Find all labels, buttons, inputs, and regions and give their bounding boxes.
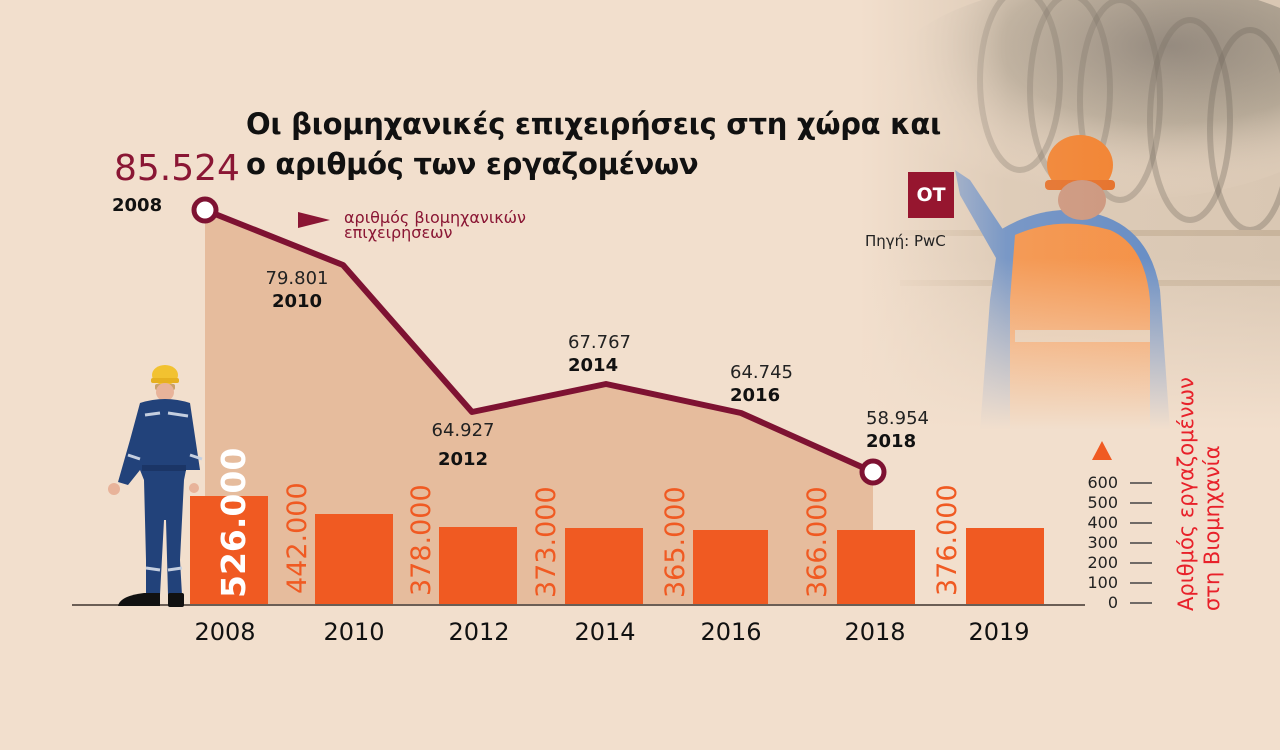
legend-label-line-2: επιχειρησεων <box>344 223 453 242</box>
point-label-2012: 64.927 2012 <box>418 420 508 472</box>
bars <box>190 496 1044 605</box>
axis-tick-400: 400 <box>1087 513 1118 532</box>
point-value: 64.927 <box>431 420 495 441</box>
point-year: 2008 <box>112 195 163 216</box>
title-line-1: Οι βιομηχανικές επιχειρήσεις στη χώρα κα… <box>246 107 942 141</box>
point-value: 64.745 <box>730 362 793 383</box>
ot-logo: OT <box>908 172 954 218</box>
bar-2014 <box>565 528 643 605</box>
point-label-2010: 79.801 2010 <box>252 268 342 314</box>
point-label-2018: 58.954 2018 <box>866 408 956 454</box>
axis-tick-300: 300 <box>1087 533 1118 552</box>
title-line-2: ο αριθμός των εργαζομένων <box>246 147 699 181</box>
axis-tick-0: 0 <box>1107 593 1118 612</box>
bar-2012 <box>439 527 517 605</box>
bar-label-2014: 373.000 <box>531 486 562 598</box>
legend: αριθμός βιομηχανικών επιχειρησεων <box>298 208 526 242</box>
bar-label-2010: 442.000 <box>282 482 313 594</box>
point-year: 2014 <box>568 355 619 376</box>
worker-photo <box>860 0 1280 430</box>
axis-tick-600: 600 <box>1087 473 1118 492</box>
legend-label: αριθμός βιομηχανικών επιχειρησεων <box>344 208 526 242</box>
worker-illustration <box>108 365 203 607</box>
bar-label-2018: 366.000 <box>802 486 833 598</box>
axis-tick-marks <box>1130 482 1152 604</box>
bar-label-2012: 378.000 <box>406 484 437 596</box>
marker-end-2018 <box>859 458 887 486</box>
legend-label-line-1: αριθμός βιομηχανικών <box>344 208 526 227</box>
x-label-2019: 2019 <box>968 618 1030 646</box>
x-label-2012: 2012 <box>448 618 510 646</box>
bar-2018 <box>837 530 915 605</box>
point-label-2014: 67.767 2014 <box>568 332 658 378</box>
chart-title: Οι βιομηχανικές επιχειρήσεις στη χώρα κα… <box>246 104 941 184</box>
right-axis: 600 500 400 300 200 100 0 <box>1070 473 1118 613</box>
point-label-2008: 2008 <box>112 194 162 218</box>
x-label-2010: 2010 <box>323 618 385 646</box>
x-label-2016: 2016 <box>700 618 762 646</box>
line-area-fill <box>205 210 873 605</box>
marker-start-2008 <box>191 196 219 224</box>
bar-2016 <box>693 530 768 605</box>
axis-title-line-2: στη Βιομηχανία <box>1200 445 1224 611</box>
point-year: 2016 <box>730 385 781 406</box>
bar-2010 <box>315 514 393 605</box>
axis-tick-500: 500 <box>1087 493 1118 512</box>
point-year: 2012 <box>437 449 489 470</box>
x-label-2018: 2018 <box>844 618 906 646</box>
axis-tick-100: 100 <box>1087 573 1118 592</box>
start-value-label: 85.524 <box>114 148 240 189</box>
bar-label-2008: 526.000 <box>214 447 253 598</box>
bar-2008 <box>190 496 268 605</box>
point-year: 2010 <box>271 291 323 312</box>
point-value: 79.801 <box>265 268 329 289</box>
legend-triangle-icon <box>298 212 330 228</box>
axis-title-line-1: Αριθμός εργαζομένων <box>1174 377 1198 611</box>
bar-label-2019: 376.000 <box>932 484 963 596</box>
point-value: 58.954 <box>866 408 929 429</box>
point-year: 2018 <box>866 431 917 452</box>
right-axis-title: Αριθμός εργαζομένων στη Βιομηχανία <box>1173 377 1225 611</box>
point-label-2016: 64.745 2016 <box>730 362 820 408</box>
point-value: 67.767 <box>568 332 631 353</box>
line-series <box>203 207 875 475</box>
axis-triangle-icon <box>1092 441 1112 460</box>
bar-2019 <box>966 528 1044 605</box>
bar-label-2016: 365.000 <box>660 486 691 598</box>
source-note: Πηγή: PwC <box>865 232 946 250</box>
x-label-2008: 2008 <box>194 618 256 646</box>
axis-tick-200: 200 <box>1087 553 1118 572</box>
x-label-2014: 2014 <box>574 618 636 646</box>
